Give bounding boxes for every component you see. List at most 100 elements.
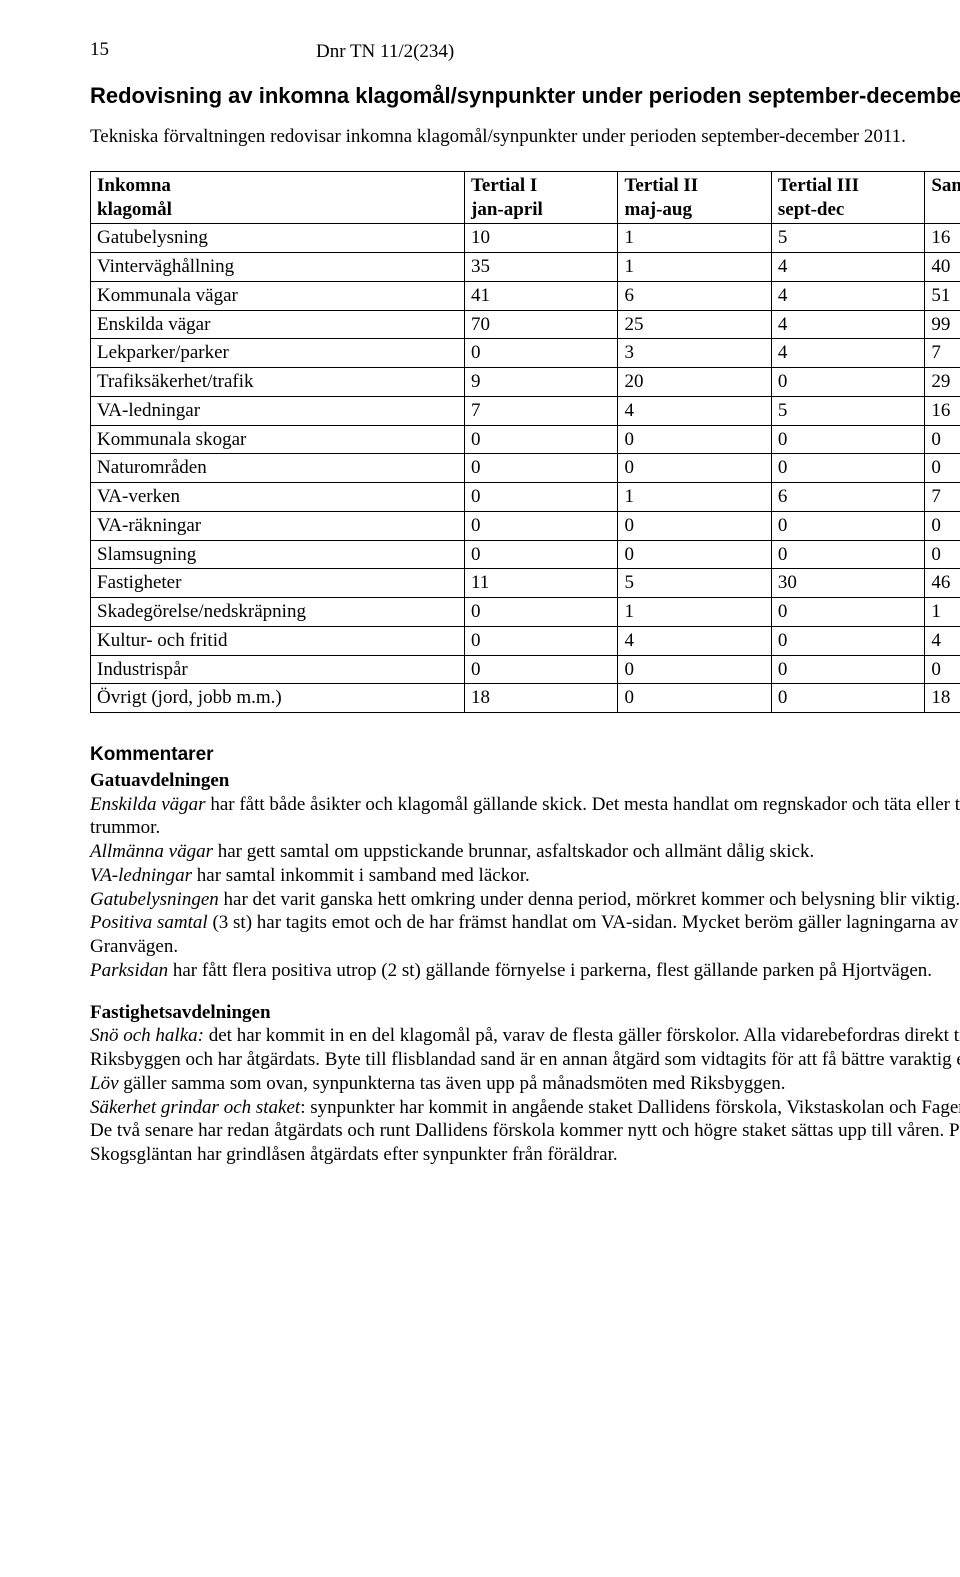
gatu-p4-rest: har det varit ganska hett omkring under … <box>219 889 960 910</box>
row-label: Kommunala skogar <box>91 425 465 454</box>
th-text: sept-dec <box>778 199 844 220</box>
row-value: 6 <box>771 483 924 512</box>
row-label: Enskilda vägar <box>91 310 465 339</box>
row-label: VA-verken <box>91 483 465 512</box>
table-header-row: Inkomna klagomål Tertial I jan-april Ter… <box>91 171 960 224</box>
row-label: Slamsugning <box>91 540 465 569</box>
th-text: klagomål <box>97 199 172 220</box>
row-value: 0 <box>618 684 771 713</box>
row-value: 5 <box>618 569 771 598</box>
row-value: 6 <box>618 281 771 310</box>
page-title: Redovisning av inkomna klagomål/synpunkt… <box>90 82 960 110</box>
row-value: 1 <box>618 224 771 253</box>
table-row: VA-verken0167 <box>91 483 960 512</box>
gatu-p6-rest: har fått flera positiva utrop (2 st) gäl… <box>168 960 932 981</box>
table-row: Skadegörelse/nedskräpning0101 <box>91 598 960 627</box>
gatu-p1: Enskilda vägar har fått både åsikter och… <box>90 793 960 841</box>
row-value: 0 <box>465 425 618 454</box>
th-text: Tertial I <box>471 175 537 196</box>
row-value: 5 <box>771 396 924 425</box>
row-value: 16 <box>925 396 960 425</box>
fast-p3-italic: Säkerhet grindar och staket <box>90 1097 300 1118</box>
gatu-p3: VA-ledningar har samtal inkommit i samba… <box>90 864 960 888</box>
gatu-p6-italic: Parksidan <box>90 960 168 981</box>
gatu-p5-italic: Positiva samtal <box>90 912 208 933</box>
th-tertial-2: Tertial II maj-aug <box>618 171 771 224</box>
row-value: 0 <box>771 626 924 655</box>
row-value: 0 <box>771 684 924 713</box>
row-value: 4 <box>771 310 924 339</box>
gatu-p3-italic: VA-ledningar <box>90 865 192 886</box>
row-value: 0 <box>465 454 618 483</box>
row-value: 18 <box>465 684 618 713</box>
gatu-heading: Gatuavdelningen <box>90 769 960 793</box>
row-value: 0 <box>771 655 924 684</box>
row-value: 3 <box>618 339 771 368</box>
table-row: Lekparker/parker0347 <box>91 339 960 368</box>
th-tertial-3: Tertial III sept-dec <box>771 171 924 224</box>
gatu-p4: Gatubelysningen har det varit ganska het… <box>90 888 960 912</box>
gatu-p2-italic: Allmänna vägar <box>90 841 213 862</box>
table-row: Trafiksäkerhet/trafik920029 <box>91 368 960 397</box>
table-row: VA-ledningar74516 <box>91 396 960 425</box>
row-value: 0 <box>465 339 618 368</box>
table-row: Slamsugning0000 <box>91 540 960 569</box>
gatu-p4-italic: Gatubelysningen <box>90 889 219 910</box>
row-label: Trafiksäkerhet/trafik <box>91 368 465 397</box>
row-value: 4 <box>618 626 771 655</box>
fast-p2: Löv gäller samma som ovan, synpunkterna … <box>90 1072 960 1096</box>
row-value: 0 <box>465 540 618 569</box>
row-label: Kommunala vägar <box>91 281 465 310</box>
row-value: 70 <box>465 310 618 339</box>
row-value: 1 <box>618 483 771 512</box>
fast-p1-rest: det har kommit in en del klagomål på, va… <box>90 1025 960 1070</box>
th-text: maj-aug <box>624 199 692 220</box>
th-klagomal: Inkomna klagomål <box>91 171 465 224</box>
row-value: 10 <box>465 224 618 253</box>
row-value: 0 <box>618 454 771 483</box>
intro-paragraph: Tekniska förvaltningen redovisar inkomna… <box>90 125 960 149</box>
table-row: Kommunala vägar416451 <box>91 281 960 310</box>
th-text: Inkomna <box>97 175 171 196</box>
row-value: 0 <box>618 511 771 540</box>
gatu-p1-italic: Enskilda vägar <box>90 794 206 815</box>
row-value: 20 <box>618 368 771 397</box>
row-value: 35 <box>465 253 618 282</box>
row-value: 0 <box>465 598 618 627</box>
row-value: 5 <box>771 224 924 253</box>
row-label: Industrispår <box>91 655 465 684</box>
dnr-number: Dnr TN 11/2(234) <box>316 40 960 64</box>
row-label: Kultur- och fritid <box>91 626 465 655</box>
th-text: Sammanlagt <box>931 175 960 196</box>
row-label: VA-räkningar <box>91 511 465 540</box>
table-row: VA-räkningar0000 <box>91 511 960 540</box>
row-value: 0 <box>771 454 924 483</box>
row-value: 7 <box>925 483 960 512</box>
table-row: Kultur- och fritid0404 <box>91 626 960 655</box>
row-label: Naturområden <box>91 454 465 483</box>
comments-heading: Kommentarer <box>90 743 960 767</box>
gatu-p5: Positiva samtal (3 st) har tagits emot o… <box>90 911 960 959</box>
gatu-p1-rest: har fått både åsikter och klagomål gälla… <box>90 794 960 839</box>
row-value: 0 <box>465 626 618 655</box>
fast-heading: Fastighetsavdelningen <box>90 1001 960 1025</box>
row-value: 25 <box>618 310 771 339</box>
row-value: 4 <box>925 626 960 655</box>
row-value: 51 <box>925 281 960 310</box>
row-label: Vinterväghållning <box>91 253 465 282</box>
row-value: 0 <box>771 540 924 569</box>
row-value: 7 <box>465 396 618 425</box>
row-value: 0 <box>771 425 924 454</box>
gatu-p5-rest: (3 st) har tagits emot och de har främst… <box>90 912 960 957</box>
gatu-p3-rest: har samtal inkommit i samband med läckor… <box>192 865 530 886</box>
table-row: Enskilda vägar7025499 <box>91 310 960 339</box>
row-value: 4 <box>771 339 924 368</box>
row-label: Övrigt (jord, jobb m.m.) <box>91 684 465 713</box>
row-value: 0 <box>771 598 924 627</box>
row-value: 0 <box>925 655 960 684</box>
row-value: 1 <box>925 598 960 627</box>
th-text: jan-april <box>471 199 543 220</box>
row-value: 0 <box>618 540 771 569</box>
fast-p1: Snö och halka: det har kommit in en del … <box>90 1024 960 1072</box>
table-row: Övrigt (jord, jobb m.m.)180018 <box>91 684 960 713</box>
